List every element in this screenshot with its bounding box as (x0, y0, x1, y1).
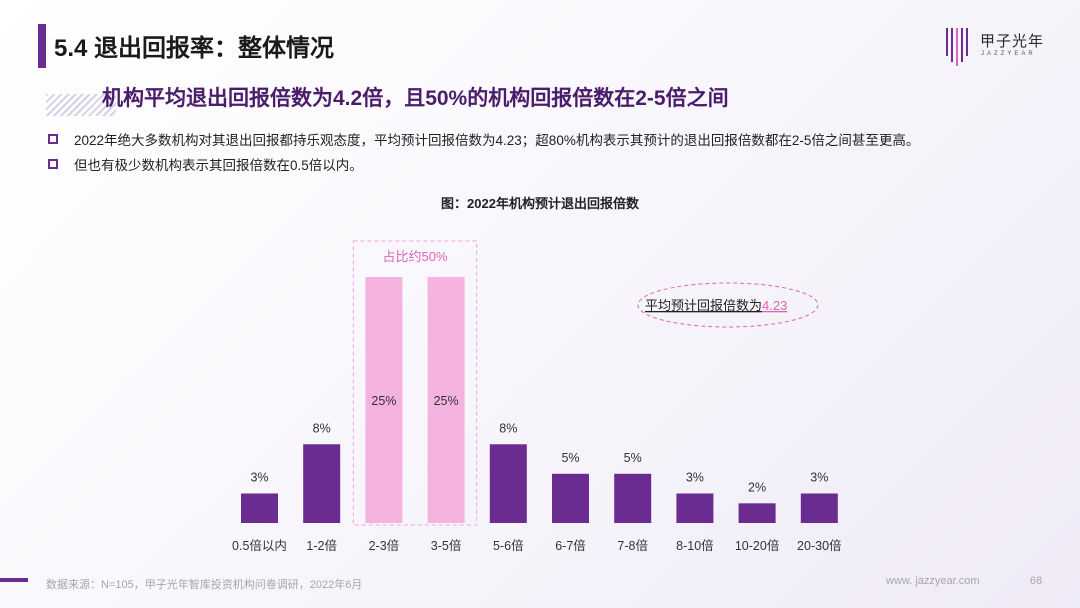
data-label: 5% (624, 451, 642, 465)
data-label: 25% (434, 394, 459, 408)
average-annotation: 平均预计回报倍数为4.23 (645, 298, 787, 313)
bullet-list: 2022年绝大多数机构对其退出回报都持乐观态度，平均预计回报倍数为4.23；超8… (48, 128, 1058, 178)
subtitle-decoration (46, 94, 116, 116)
data-label: 2% (748, 480, 766, 494)
data-label: 25% (371, 394, 396, 408)
category-label: 10-20倍 (735, 538, 779, 553)
data-label: 8% (499, 421, 517, 435)
data-source: 数据来源：N=105，甲子光年智库投资机构问卷调研，2022年6月 (46, 579, 363, 591)
category-label: 6-7倍 (555, 538, 586, 553)
highlight-box (352, 240, 478, 526)
data-label: 8% (313, 421, 331, 435)
bar (489, 444, 527, 523)
logo-mark-icon (946, 28, 968, 66)
bar (365, 277, 403, 523)
category-label: 5-6倍 (493, 538, 524, 553)
page-title: 5.4 退出回报率：整体情况 (54, 35, 335, 62)
bullet-square-icon (48, 159, 58, 169)
bar (303, 444, 341, 523)
category-label: 0.5倍以内 (232, 538, 287, 553)
category-label: 1-2倍 (306, 538, 337, 553)
bar (614, 473, 652, 523)
category-label: 20-30倍 (797, 538, 841, 553)
logo-subtext: JAZZYEAR (981, 51, 1036, 57)
data-label: 3% (686, 470, 704, 484)
bar (427, 277, 465, 523)
slide-subtitle: 机构平均退出回报倍数为4.2倍，且50%的机构回报倍数在2-5倍之间 (102, 87, 729, 110)
average-annotation-value: 4.23 (762, 298, 787, 313)
bar (552, 473, 589, 523)
category-label: 2-3倍 (369, 538, 400, 553)
data-label: 3% (810, 470, 828, 484)
average-annotation-prefix: 平均预计回报倍数为 (645, 298, 762, 313)
bar (800, 493, 838, 523)
bullet-item: 2022年绝大多数机构对其退出回报都持乐观态度，平均预计回报倍数为4.23；超8… (48, 128, 1058, 150)
bar (676, 493, 714, 523)
website-url: www. jazzyear.com (886, 575, 980, 587)
average-annotation-ellipse (637, 282, 819, 328)
bar (241, 493, 278, 523)
bullet-text: 2022年绝大多数机构对其退出回报都持乐观态度，平均预计回报倍数为4.23；超8… (74, 133, 920, 148)
corner-accent (0, 578, 28, 582)
category-label: 7-8倍 (617, 538, 648, 553)
data-label: 3% (250, 470, 268, 484)
highlight-annotation: 占比约50% (382, 249, 447, 264)
chart-title: 图：2022年机构预计退出回报倍数 (441, 196, 639, 211)
title-accent-bar (38, 24, 46, 68)
bullet-text: 但也有极少数机构表示其回报倍数在0.5倍以内。 (74, 158, 363, 173)
category-label: 8-10倍 (676, 538, 714, 553)
bar (738, 503, 776, 523)
bullet-item: 但也有极少数机构表示其回报倍数在0.5倍以内。 (48, 153, 1058, 175)
category-label: 3-5倍 (431, 538, 462, 553)
brand-logo: 甲子光年 JAZZYEAR (944, 26, 1054, 70)
bullet-square-icon (48, 134, 58, 144)
logo-text: 甲子光年 (980, 33, 1045, 50)
data-label: 5% (561, 451, 579, 465)
page-number: 68 (1030, 575, 1043, 587)
